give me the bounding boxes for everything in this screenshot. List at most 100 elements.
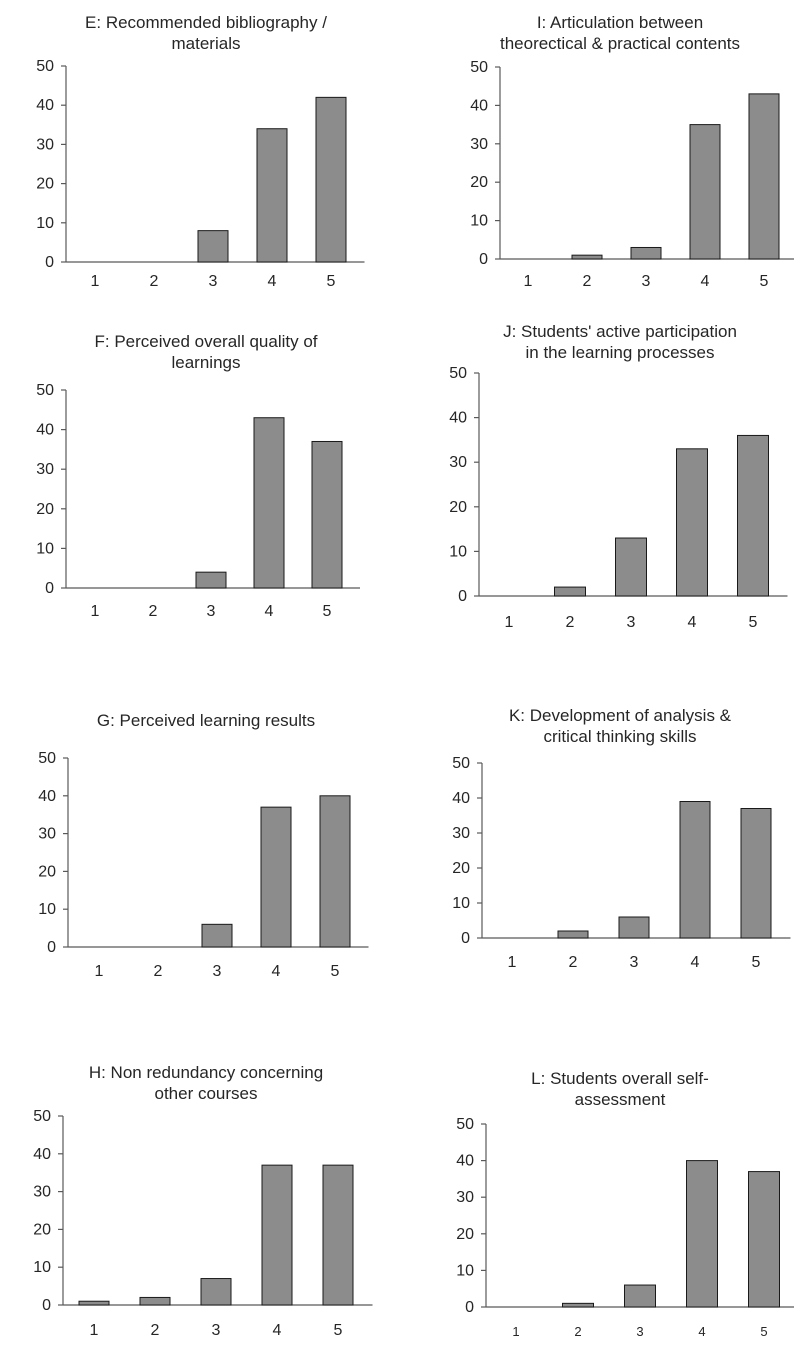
y-tick-label: 30 <box>36 461 54 478</box>
y-tick-label: 10 <box>449 543 467 560</box>
chart-panel-e: 0 10 20 30 40 50 1 2 3 4 5 <box>36 58 365 290</box>
chart-title-line: K: Development of analysis & <box>508 706 732 725</box>
bar-k-2 <box>557 930 589 939</box>
x-tick-label: 5 <box>331 963 340 980</box>
y-tick-label: 30 <box>449 454 467 471</box>
x-tick-label: 5 <box>749 614 758 631</box>
x-tick-label: 2 <box>574 1324 581 1339</box>
bar-i-5 <box>748 93 780 260</box>
chart-panel-i: 0 10 20 30 40 50 1 2 3 4 5 <box>470 59 794 290</box>
chart-panel-k: 0 10 20 30 40 50 1 2 3 4 5 <box>452 755 791 971</box>
y-tick-label: 20 <box>36 176 54 193</box>
y-tick-label: 30 <box>38 826 56 843</box>
x-tick-label: 3 <box>212 1322 221 1339</box>
x-tick-label: 4 <box>688 614 697 631</box>
y-tick-label: 0 <box>45 254 54 271</box>
bar-e-4 <box>256 128 288 263</box>
bar-j-5 <box>737 434 769 597</box>
y-tick-label: 10 <box>38 901 56 918</box>
chart-panel-l: 0 10 20 30 40 50 1 2 3 4 5 <box>456 1116 794 1339</box>
y-tick-label: 20 <box>452 860 470 877</box>
y-tick-label: 50 <box>36 58 54 75</box>
bar-k-3 <box>618 916 650 939</box>
chart-title-line: other courses <box>154 1084 258 1103</box>
bar-f-3 <box>195 571 227 589</box>
chart-title-line: materials <box>171 34 241 53</box>
chart-title-line: assessment <box>574 1090 666 1109</box>
x-tick-label: 3 <box>630 954 639 971</box>
chart-title-line: theorectical & practical contents <box>499 34 740 53</box>
x-tick-label: 2 <box>154 963 163 980</box>
x-tick-label: 4 <box>265 603 274 620</box>
x-tick-label: 2 <box>151 1322 160 1339</box>
x-tick-label: 4 <box>272 963 281 980</box>
y-tick-label: 10 <box>36 540 54 557</box>
bar-l-2 <box>562 1302 594 1308</box>
bar-k-4 <box>679 801 711 939</box>
bar-l-3 <box>624 1284 656 1308</box>
x-tick-label: 1 <box>524 273 533 290</box>
bar-e-3 <box>197 230 229 263</box>
bar-f-5 <box>311 440 343 589</box>
chart-title-j: J: Students' active participation in the … <box>430 321 794 363</box>
y-tick-label: 30 <box>36 136 54 153</box>
y-tick-label: 0 <box>45 580 54 597</box>
y-tick-label: 50 <box>449 365 467 382</box>
bar-l-4 <box>686 1160 718 1308</box>
y-tick-label: 0 <box>461 930 470 947</box>
bar-l-5 <box>748 1171 780 1308</box>
chart-title-line: F: Perceived overall quality of <box>94 332 318 351</box>
chart-panel-j: 0 10 20 30 40 50 1 2 3 4 5 <box>449 365 788 631</box>
y-tick-label: 50 <box>456 1116 474 1133</box>
bar-i-2 <box>571 254 603 260</box>
y-tick-label: 40 <box>38 788 56 805</box>
chart-title-line: L: Students overall self- <box>531 1069 709 1088</box>
y-tick-label: 0 <box>465 1299 474 1316</box>
x-tick-label: 3 <box>642 273 651 290</box>
chart-title-f: F: Perceived overall quality of learnings <box>16 331 396 373</box>
bar-i-4 <box>689 124 721 260</box>
y-tick-label: 20 <box>38 863 56 880</box>
y-tick-label: 20 <box>456 1226 474 1243</box>
chart-title-line: critical thinking skills <box>543 727 697 746</box>
y-tick-label: 20 <box>36 501 54 518</box>
y-tick-label: 10 <box>456 1262 474 1279</box>
y-tick-label: 40 <box>36 97 54 114</box>
y-tick-label: 0 <box>47 939 56 956</box>
chart-panel-h: 0 10 20 30 40 50 1 2 3 4 5 <box>33 1108 373 1339</box>
bar-h-1 <box>78 1300 110 1306</box>
y-tick-label: 10 <box>470 213 488 230</box>
x-tick-label: 3 <box>207 603 216 620</box>
y-tick-label: 30 <box>470 136 488 153</box>
chart-title-line: E: Recommended bibliography / <box>85 13 327 32</box>
y-tick-label: 50 <box>470 59 488 76</box>
y-tick-label: 50 <box>38 750 56 767</box>
chart-panel-f: 0 10 20 30 40 50 1 2 3 4 5 <box>36 382 360 620</box>
chart-title-line: G: Perceived learning results <box>96 711 316 730</box>
bar-k-5 <box>740 808 772 939</box>
bar-f-4 <box>253 417 285 589</box>
y-tick-label: 10 <box>33 1259 51 1276</box>
bar-g-4 <box>260 806 292 948</box>
chart-title-i: I: Articulation between theorectical & pr… <box>430 12 794 54</box>
bar-j-2 <box>554 586 586 597</box>
x-tick-label: 1 <box>508 954 517 971</box>
y-tick-label: 10 <box>452 895 470 912</box>
y-tick-label: 20 <box>33 1221 51 1238</box>
x-tick-label: 3 <box>213 963 222 980</box>
x-tick-label: 4 <box>268 273 277 290</box>
chart-title-h: H: Non redundancy concerning other course… <box>16 1062 396 1104</box>
y-tick-label: 30 <box>452 825 470 842</box>
y-tick-label: 20 <box>449 499 467 516</box>
chart-title-line: learnings <box>171 353 241 372</box>
chart-title-l: L: Students overall self-assessment <box>430 1068 794 1110</box>
bar-e-5 <box>315 96 347 263</box>
y-tick-label: 50 <box>452 755 470 772</box>
bar-j-4 <box>676 448 708 597</box>
chart-title-line: in the learning processes <box>525 343 715 362</box>
x-tick-label: 5 <box>760 1324 767 1339</box>
y-tick-label: 40 <box>36 422 54 439</box>
chart-title-line: J: Students' active participation <box>503 322 737 341</box>
y-tick-label: 0 <box>42 1297 51 1314</box>
x-tick-label: 5 <box>752 954 761 971</box>
